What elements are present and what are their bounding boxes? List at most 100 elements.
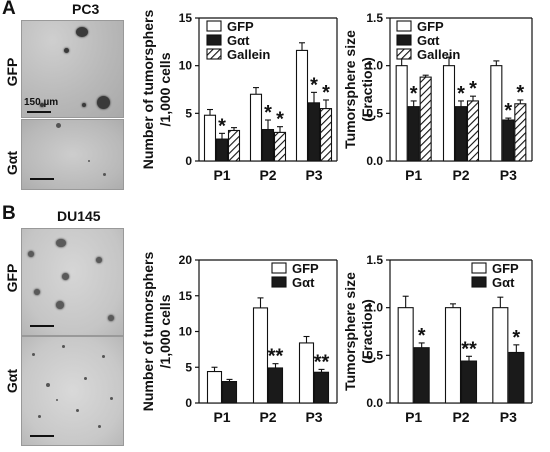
x-tick-label: P3 (305, 409, 322, 425)
legend-label: Gαt (417, 33, 440, 48)
legend-label: Gαt (227, 33, 250, 48)
chart-B-size: 0.0 0.5 1.0 1.5 Tumorsphere size (Fraction) P1… (342, 253, 533, 425)
bar (319, 108, 333, 162)
bar (454, 106, 468, 162)
significance-mark: ** (268, 346, 284, 368)
legend-label: GFP (292, 261, 319, 276)
x-tick-label: P3 (500, 409, 517, 425)
y-axis-label: Tumorsphere size (342, 272, 358, 391)
y-axis-label: Number of tumorsphers (140, 252, 156, 412)
significance-mark: * (457, 83, 465, 105)
bar (419, 76, 432, 162)
y-tick-label: 0.0 (366, 154, 383, 168)
micrograph-du145-gfp (21, 228, 124, 336)
significance-mark: * (418, 325, 426, 347)
bar (221, 380, 238, 404)
significance-mark: ** (461, 338, 477, 360)
significance-mark: * (516, 82, 524, 104)
significance-mark: * (504, 100, 512, 122)
y-axis-label: Tumorsphere size (342, 30, 358, 149)
micrograph-du145-gat (21, 336, 124, 446)
legend-label: Gαt (492, 275, 515, 290)
bar (295, 49, 309, 162)
cell-line-du145: DU145 (57, 208, 101, 224)
x-tick-label: P2 (452, 409, 469, 425)
x-tick-label: P1 (405, 167, 422, 183)
legend-swatch (206, 48, 222, 60)
x-tick-label: P1 (213, 409, 230, 425)
y-tick-label: 0 (185, 396, 192, 410)
y-axis-label: Number of tumorsphers (140, 10, 156, 170)
y-tick-label: 5 (185, 106, 192, 120)
panel-letter-b: B (2, 203, 16, 224)
x-tick-label: P1 (213, 167, 230, 183)
legend-swatch (206, 34, 222, 46)
y-tick-label: 1.5 (366, 253, 383, 267)
chart-B-number: 0 5 10 15 20 Number of tumorsphers/1,000 cell… (140, 252, 338, 425)
bar (249, 93, 263, 162)
significance-mark: * (469, 78, 477, 100)
legend-label: GFP (417, 19, 444, 34)
x-tick-label: P3 (500, 167, 517, 183)
y-tick-label: 1.5 (366, 11, 383, 25)
bar (395, 65, 408, 162)
bar (444, 307, 462, 404)
scale-label: 150 µm (24, 97, 59, 108)
bar (227, 129, 241, 162)
bar (215, 138, 229, 162)
x-tick-label: P1 (405, 409, 422, 425)
legend-label: GFP (227, 19, 254, 34)
legend-swatch (471, 276, 487, 288)
significance-mark: * (276, 109, 284, 131)
y-tick-label: 20 (179, 253, 193, 267)
legend-swatch (271, 276, 287, 288)
bar (460, 360, 478, 404)
bar (502, 119, 515, 162)
y-tick-label: 1.0 (366, 301, 383, 315)
y-tick-label: 0 (185, 154, 192, 168)
y-axis-label: (Fraction) (359, 57, 375, 122)
x-tick-label: P2 (259, 409, 276, 425)
bar (397, 307, 414, 404)
bar (273, 131, 287, 162)
x-tick-label: P3 (305, 167, 322, 183)
legend-label: Gαt (292, 275, 315, 290)
bar (307, 102, 321, 162)
bar (407, 106, 420, 162)
y-tick-label: 0.5 (366, 106, 383, 120)
chart-A-number: 0 5 10 15 Number of tumorsphers/1,000 cells P… (140, 10, 338, 183)
significance-mark: * (410, 83, 418, 105)
y-tick-label: 0.0 (366, 396, 383, 410)
chart-A-size: 0.0 0.5 1.0 1.5 Tumorsphere size (Fraction) P1… (342, 11, 533, 183)
legend-label: Gallein (417, 47, 460, 62)
y-axis-label: /1,000 cells (157, 52, 173, 126)
y-axis-label: (Fraction) (359, 299, 375, 364)
y-axis-label: /1,000 cells (157, 294, 173, 368)
legend-label: Gallein (227, 47, 270, 62)
bar (206, 370, 223, 404)
legend-swatch (271, 262, 287, 274)
y-tick-label: 10 (179, 325, 193, 339)
legend-swatch (396, 48, 412, 60)
y-tick-label: 1.0 (366, 59, 383, 73)
bar (413, 347, 430, 404)
bar (514, 103, 527, 162)
bar (508, 351, 525, 404)
y-tick-label: 10 (179, 59, 193, 73)
legend-swatch (471, 262, 487, 274)
micrograph-pc3-gat (21, 119, 124, 190)
micrograph-pc3-gfp: 150 µm (21, 20, 124, 118)
bar (492, 307, 509, 404)
bar (261, 128, 275, 162)
bar (203, 114, 217, 162)
bar (252, 307, 269, 404)
y-tick-label: 5 (185, 360, 192, 374)
legend-swatch (396, 20, 412, 32)
x-tick-label: P2 (259, 167, 276, 183)
legend-swatch (206, 20, 222, 32)
cell-line-pc3: PC3 (72, 1, 100, 17)
y-tick-label: 15 (179, 11, 193, 25)
bar (490, 65, 503, 162)
y-tick-label: 0.5 (366, 348, 383, 362)
